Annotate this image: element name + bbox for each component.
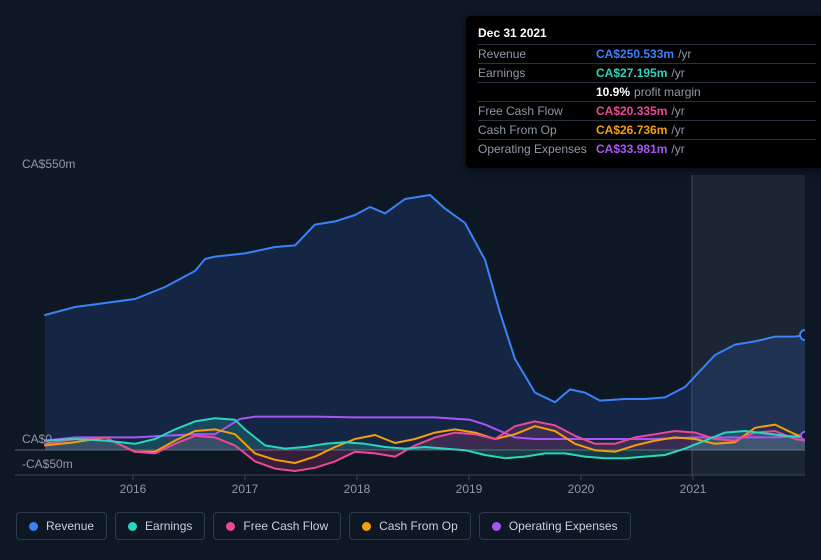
tooltip-metric-value: 10.9% xyxy=(596,85,630,99)
dot-icon xyxy=(492,522,501,531)
dot-icon xyxy=(128,522,137,531)
legend-item-fcf[interactable]: Free Cash Flow xyxy=(213,512,341,540)
tooltip-metric-suffix: /yr xyxy=(671,142,684,156)
tooltip-row: Cash From OpCA$26.736m/yr xyxy=(478,120,816,139)
tooltip-metric-suffix: /yr xyxy=(671,104,684,118)
tooltip-metric-label: Revenue xyxy=(478,47,596,61)
tooltip-metric-label: Operating Expenses xyxy=(478,142,596,156)
financials-chart[interactable]: 2016 2017 2018 2019 2020 2021 xyxy=(15,155,805,495)
svg-text:2020: 2020 xyxy=(568,482,595,495)
legend: Revenue Earnings Free Cash Flow Cash Fro… xyxy=(16,512,631,540)
tooltip-row: RevenueCA$250.533m/yr xyxy=(478,44,816,63)
svg-text:2018: 2018 xyxy=(344,482,371,495)
legend-label: Operating Expenses xyxy=(509,519,618,533)
tooltip-metric-suffix: /yr xyxy=(678,47,691,61)
svg-text:2021: 2021 xyxy=(680,482,707,495)
tooltip-metric-suffix: /yr xyxy=(671,66,684,80)
tooltip-metric-value: CA$27.195m xyxy=(596,66,667,80)
svg-text:2017: 2017 xyxy=(232,482,259,495)
dot-icon xyxy=(29,522,38,531)
legend-item-revenue[interactable]: Revenue xyxy=(16,512,107,540)
tooltip-metric-label: Cash From Op xyxy=(478,123,596,137)
svg-text:2019: 2019 xyxy=(456,482,483,495)
legend-item-cfo[interactable]: Cash From Op xyxy=(349,512,471,540)
hover-tooltip: Dec 31 2021 RevenueCA$250.533m/yrEarning… xyxy=(466,16,821,168)
legend-label: Cash From Op xyxy=(379,519,458,533)
legend-label: Free Cash Flow xyxy=(243,519,328,533)
dot-icon xyxy=(226,522,235,531)
legend-item-opex[interactable]: Operating Expenses xyxy=(479,512,631,540)
y-tick-label: CA$0 xyxy=(22,432,52,446)
tooltip-metric-label: Free Cash Flow xyxy=(478,104,596,118)
legend-label: Earnings xyxy=(145,519,192,533)
legend-label: Revenue xyxy=(46,519,94,533)
dot-icon xyxy=(362,522,371,531)
svg-text:2016: 2016 xyxy=(120,482,147,495)
tooltip-metric-suffix: /yr xyxy=(671,123,684,137)
tooltip-row: Free Cash FlowCA$20.335m/yr xyxy=(478,101,816,120)
tooltip-metric-label xyxy=(478,85,596,99)
tooltip-metric-label: Earnings xyxy=(478,66,596,80)
tooltip-date: Dec 31 2021 xyxy=(478,26,816,40)
tooltip-metric-value: CA$250.533m xyxy=(596,47,674,61)
y-tick-label: CA$550m xyxy=(22,157,75,171)
tooltip-metric-suffix: profit margin xyxy=(634,85,701,99)
tooltip-row: 10.9% profit margin xyxy=(478,82,816,101)
legend-item-earnings[interactable]: Earnings xyxy=(115,512,205,540)
tooltip-metric-value: CA$33.981m xyxy=(596,142,667,156)
tooltip-row: EarningsCA$27.195m/yr xyxy=(478,63,816,82)
tooltip-metric-value: CA$20.335m xyxy=(596,104,667,118)
y-tick-label: -CA$50m xyxy=(22,457,73,471)
tooltip-metric-value: CA$26.736m xyxy=(596,123,667,137)
